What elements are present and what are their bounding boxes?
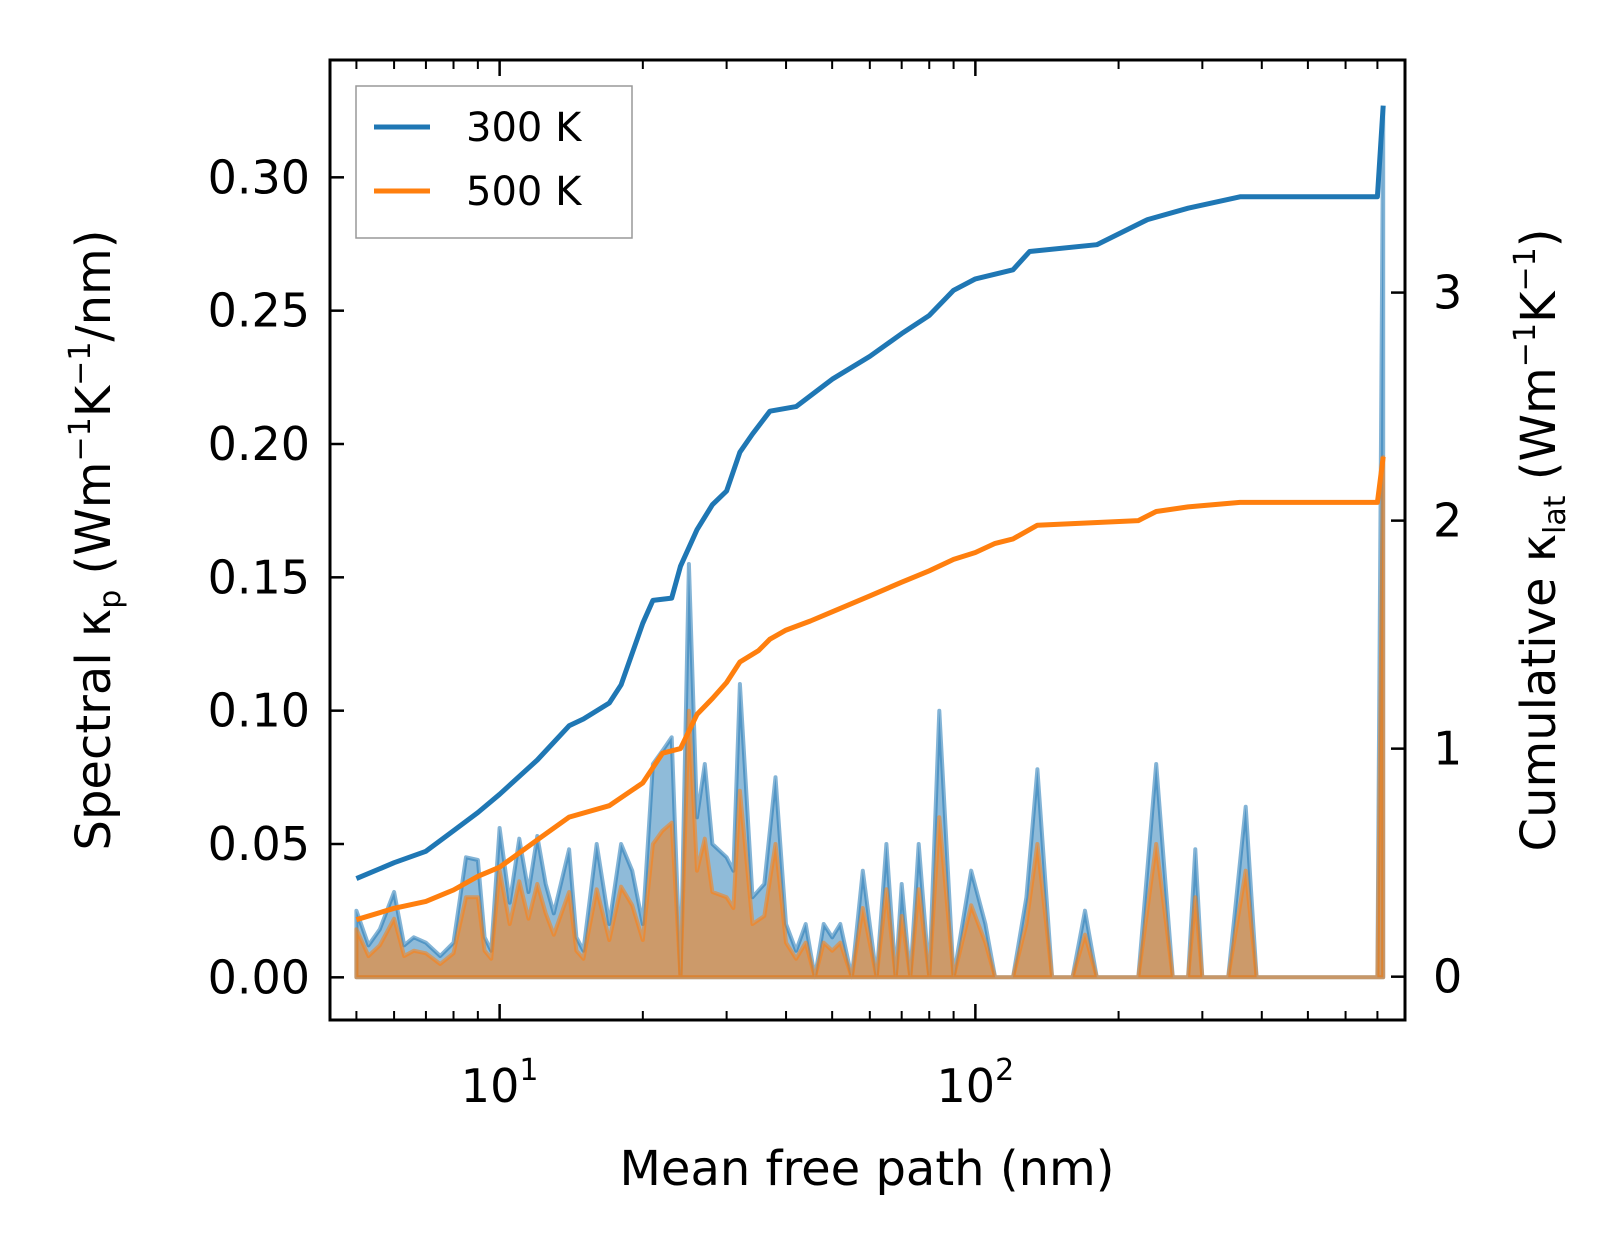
right-axis-title: Cumulative κlat (Wm−1K−1) <box>1508 229 1573 852</box>
spectral-area-500k <box>354 455 1386 980</box>
left-y-tick-label: 0.00 <box>208 950 310 1004</box>
right-y-tick-label: 3 <box>1433 266 1462 320</box>
legend-label-500k: 500 K <box>466 169 583 215</box>
ticks-layer: 0.00 0.05 0.10 0.15 0.20 0.25 0.30 0 1 2 3 101 102 <box>208 60 1462 1113</box>
x-tick-label: 101 <box>461 1053 539 1113</box>
left-y-tick-label: 0.20 <box>208 417 310 471</box>
left-axis-title: Spectral κp (Wm−1K−1/nm) <box>63 230 128 851</box>
series-layer <box>354 105 1386 980</box>
spectral-area-300k <box>354 108 1386 980</box>
legend: 300 K 500 K <box>355 85 633 239</box>
cumulative-line-500k <box>355 456 1386 923</box>
left-y-tick-label: 0.10 <box>208 684 310 738</box>
legend-box <box>355 85 633 239</box>
x-axis-title: Mean free path (nm) <box>620 1141 1115 1197</box>
left-y-tick-label: 0.15 <box>208 550 310 604</box>
x-tick-label: 102 <box>937 1053 1015 1113</box>
right-y-tick-label: 0 <box>1433 950 1462 1004</box>
right-y-tick-label: 2 <box>1433 494 1462 548</box>
plot-frame <box>328 58 1407 1022</box>
left-y-tick-label: 0.05 <box>208 817 310 871</box>
cumulative-line-300k <box>355 105 1386 881</box>
right-y-tick-label: 1 <box>1433 722 1462 776</box>
left-y-tick-label: 0.25 <box>208 284 310 338</box>
left-y-tick-label: 0.30 <box>208 150 310 204</box>
legend-label-300k: 300 K <box>466 105 583 151</box>
